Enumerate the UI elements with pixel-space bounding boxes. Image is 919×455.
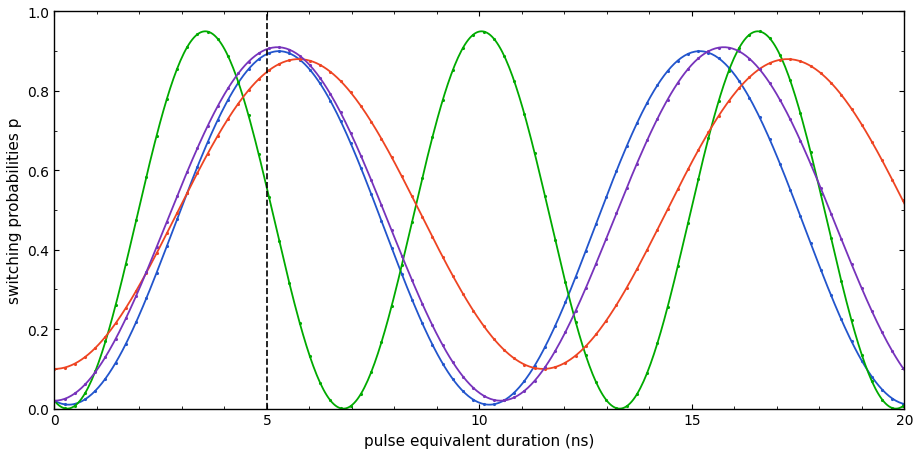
Y-axis label: switching probabilities p: switching probabilities p <box>7 117 22 303</box>
X-axis label: pulse equivalent duration (ns): pulse equivalent duration (ns) <box>364 433 594 448</box>
